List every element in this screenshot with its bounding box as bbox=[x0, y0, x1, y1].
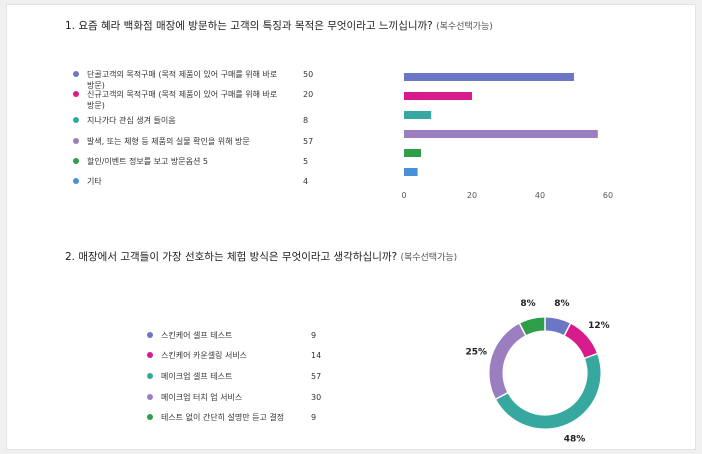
legend-value: 57 bbox=[303, 137, 314, 146]
donut-segment bbox=[564, 323, 598, 359]
percent-label: 8% bbox=[554, 299, 569, 309]
bar bbox=[404, 92, 472, 100]
percent-label: 12% bbox=[588, 321, 610, 331]
segment-separator bbox=[518, 322, 527, 337]
legend-dot bbox=[147, 373, 153, 379]
legend-dot bbox=[73, 71, 79, 77]
bar bbox=[404, 168, 418, 176]
donut-segment bbox=[495, 353, 601, 429]
question-1-note: (복수선택가능) bbox=[436, 22, 493, 32]
legend-dot bbox=[73, 138, 79, 144]
legend-label: 지나가다 관심 생겨 들이옴 bbox=[87, 116, 176, 125]
legend-label: 스킨케어 카운셀링 서비스 bbox=[161, 351, 248, 360]
legend-label: 할인/이벤트 정보를 보고 방문옵션 5 bbox=[87, 157, 208, 166]
question-2-title: 2. 매장에서 고객들이 가장 선호하는 체험 방식은 무엇이라고 생각하십니까… bbox=[65, 249, 457, 264]
question-1-text: 1. 요즘 혜라 백화점 매장에 방문하는 고객의 특징과 목적은 무엇이라고 … bbox=[65, 20, 433, 32]
survey-card: 1. 요즘 혜라 백화점 매장에 방문하는 고객의 특징과 목적은 무엇이라고 … bbox=[6, 4, 696, 450]
legend-label: 단골고객의 목적구매 (목적 제품이 있어 구매를 위해 바로 방문) bbox=[87, 70, 278, 90]
question-1-title: 1. 요즘 혜라 백화점 매장에 방문하는 고객의 특징과 목적은 무엇이라고 … bbox=[65, 18, 493, 33]
bar bbox=[404, 73, 574, 81]
legend-label: 메이크업 셀프 테스트 bbox=[161, 372, 233, 381]
legend-value: 57 bbox=[311, 372, 322, 381]
legend-dot bbox=[73, 91, 79, 97]
x-tick-label: 20 bbox=[467, 191, 477, 200]
x-tick-label: 60 bbox=[603, 191, 613, 200]
legend-dot bbox=[147, 394, 153, 400]
segment-separator bbox=[563, 322, 572, 337]
legend-label: 메이크업 터치 업 서비스 bbox=[161, 393, 243, 402]
legend-label: 발색, 또는 체형 등 제품의 실물 확인을 위해 방문 bbox=[87, 137, 250, 146]
legend-value: 20 bbox=[303, 90, 314, 99]
legend-dot bbox=[147, 414, 153, 420]
legend-label: 기타 bbox=[87, 177, 102, 186]
bar bbox=[404, 149, 421, 157]
legend-value: 8 bbox=[303, 116, 309, 125]
legend-dot bbox=[147, 352, 153, 358]
legend-dot bbox=[147, 332, 153, 338]
segment-separator bbox=[583, 352, 599, 360]
legend-value: 9 bbox=[311, 413, 317, 422]
legend-label: 스킨케어 셀프 테스트 bbox=[161, 331, 233, 340]
question-2-text: 2. 매장에서 고객들이 가장 선호하는 체험 방식은 무엇이라고 생각하십니까… bbox=[65, 251, 398, 263]
donut-segment bbox=[544, 317, 571, 336]
donut-segment bbox=[519, 317, 546, 336]
donut-segment bbox=[489, 323, 526, 400]
x-tick-label: 40 bbox=[535, 191, 545, 200]
legend-value: 4 bbox=[303, 177, 309, 186]
legend-value: 14 bbox=[311, 351, 322, 360]
legend-dot bbox=[73, 158, 79, 164]
legend-dot bbox=[73, 117, 79, 123]
legend-value: 50 bbox=[303, 70, 314, 79]
percent-label: 48% bbox=[564, 435, 586, 445]
bar bbox=[404, 130, 598, 138]
legend-value: 30 bbox=[311, 393, 322, 402]
legend-value: 5 bbox=[303, 157, 309, 166]
question-2-note: (복수선택가능) bbox=[400, 253, 458, 263]
percent-label: 8% bbox=[520, 299, 535, 309]
legend-label: 테스트 없이 간단히 설명만 듣고 결정 bbox=[161, 413, 285, 422]
legend-dot bbox=[73, 178, 79, 184]
percent-label: 25% bbox=[466, 347, 488, 357]
bar bbox=[404, 111, 432, 119]
legend-value: 9 bbox=[311, 331, 317, 340]
segment-separator bbox=[494, 391, 509, 401]
x-tick-label: 0 bbox=[401, 191, 406, 200]
legend-label: 신규고객의 목적구매 (목적 제품이 있어 구매를 위해 바로 방문) bbox=[87, 90, 278, 110]
